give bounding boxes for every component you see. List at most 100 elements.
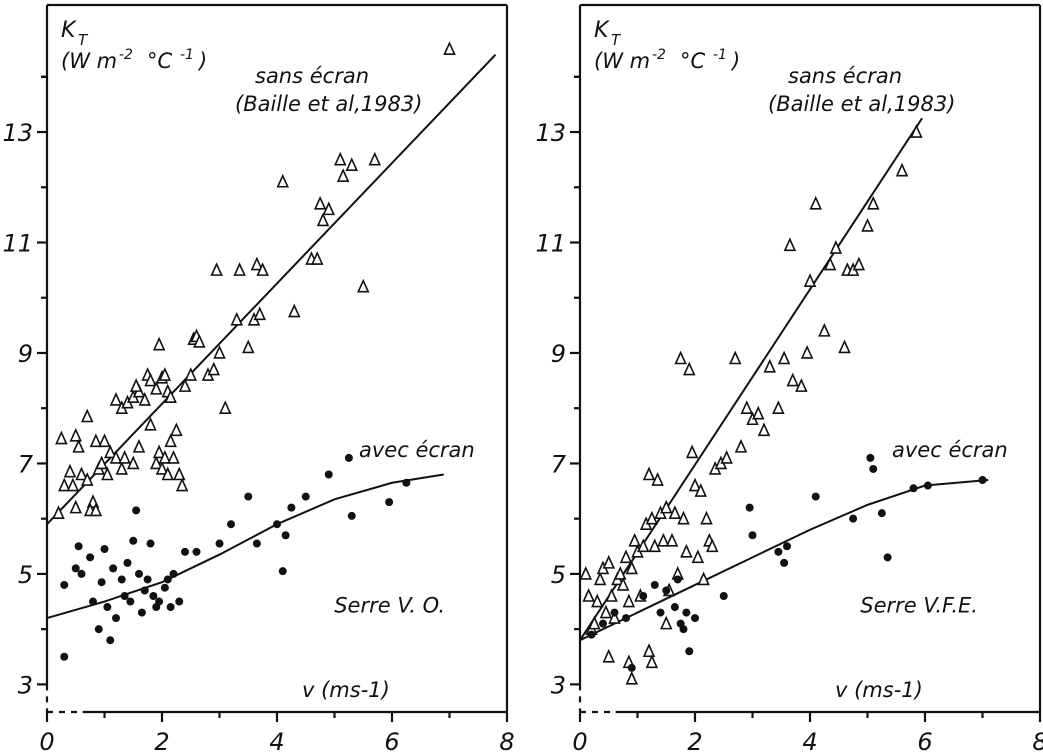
data-point-avec-ecran bbox=[650, 580, 659, 589]
data-point-avec-ecran bbox=[301, 492, 310, 501]
data-point-sans-ecran bbox=[637, 538, 650, 553]
y-tick-label: 5 bbox=[18, 561, 33, 589]
data-point-avec-ecran bbox=[869, 464, 878, 473]
data-point-sans-ecran bbox=[867, 195, 880, 210]
data-point-sans-ecran bbox=[164, 389, 177, 403]
label-reference: (Baille et al,1983) bbox=[235, 92, 422, 116]
data-point-sans-ecran bbox=[616, 577, 630, 591]
data-point-avec-ecran bbox=[849, 514, 858, 523]
y-axis-unit-exponent: -1 bbox=[180, 47, 194, 63]
data-point-sans-ecran bbox=[167, 449, 180, 464]
data-point-sans-ecran bbox=[256, 262, 269, 276]
data-point-avec-ecran bbox=[149, 592, 158, 601]
data-point-avec-ecran bbox=[146, 539, 155, 548]
data-point-sans-ecran bbox=[763, 358, 776, 373]
data-point-avec-ecran bbox=[278, 567, 287, 576]
data-point-avec-ecran bbox=[117, 575, 126, 584]
data-point-sans-ecran bbox=[164, 433, 177, 448]
data-point-sans-ecran bbox=[657, 532, 670, 547]
data-point-sans-ecran bbox=[81, 408, 94, 423]
data-point-sans-ecran bbox=[677, 510, 690, 525]
data-point-sans-ecran bbox=[207, 361, 220, 376]
data-point-avec-ecran bbox=[610, 608, 619, 617]
data-point-avec-ecran bbox=[74, 542, 83, 551]
data-point-sans-ecran bbox=[680, 543, 693, 558]
data-point-sans-ecran bbox=[818, 322, 831, 337]
data-point-avec-ecran bbox=[662, 586, 671, 595]
data-point-sans-ecran bbox=[161, 466, 174, 481]
label-greenhouse: Serre V. O. bbox=[334, 594, 445, 618]
data-point-avec-ecran bbox=[60, 652, 69, 661]
x-axis-label: v (ms-1) bbox=[302, 678, 390, 702]
label-greenhouse: Serre V.F.E. bbox=[860, 594, 978, 618]
x-tick-label: 8 bbox=[1032, 728, 1043, 753]
data-point-sans-ecran bbox=[129, 378, 143, 392]
data-point-sans-ecran bbox=[132, 438, 146, 453]
data-point-sans-ecran bbox=[706, 538, 719, 553]
data-point-sans-ecran bbox=[752, 405, 765, 420]
chart-panel-left: 0 2 4 6 8 3 5 7 9 11 13 K T(W m -2 °C -1) sans écran (Bai… bbox=[2, 3, 515, 753]
data-point-sans-ecran bbox=[69, 427, 82, 442]
data-point-sans-ecran bbox=[288, 303, 301, 318]
data-point-sans-ecran bbox=[55, 430, 68, 445]
data-point-avec-ecran bbox=[682, 608, 691, 617]
data-point-avec-ecran bbox=[324, 470, 333, 479]
data-point-sans-ecran bbox=[357, 278, 370, 293]
data-point-sans-ecran bbox=[628, 532, 641, 547]
data-point-sans-ecran bbox=[170, 422, 183, 437]
data-point-avec-ecran bbox=[877, 509, 886, 518]
data-point-sans-ecran bbox=[158, 449, 172, 464]
label-sans-ecran: sans écran bbox=[255, 64, 369, 88]
data-point-sans-ecran bbox=[313, 195, 327, 210]
data-point-sans-ecran bbox=[345, 157, 358, 171]
data-point-sans-ecran bbox=[95, 455, 108, 470]
data-point-sans-ecran bbox=[720, 449, 733, 464]
data-point-sans-ecran bbox=[619, 549, 633, 564]
data-point-sans-ecran bbox=[219, 400, 232, 415]
data-point-sans-ecran bbox=[622, 593, 636, 608]
data-point-avec-ecran bbox=[106, 636, 115, 645]
data-point-sans-ecran bbox=[740, 400, 753, 415]
data-point-sans-ecran bbox=[152, 336, 166, 351]
data-point-avec-ecran bbox=[748, 531, 757, 540]
data-point-sans-ecran bbox=[800, 345, 814, 359]
data-point-sans-ecran bbox=[316, 212, 330, 227]
data-point-sans-ecran bbox=[443, 41, 456, 55]
y-tick-label: 3 bbox=[551, 671, 566, 699]
data-point-avec-ecran bbox=[215, 539, 224, 548]
y-axis-subscript: T bbox=[611, 31, 622, 49]
data-point-sans-ecran bbox=[734, 438, 748, 453]
data-point-sans-ecran bbox=[336, 168, 350, 183]
data-point-avec-ecran bbox=[94, 625, 103, 634]
data-point-avec-ecran bbox=[622, 614, 630, 623]
label-reference: (Baille et al,1983) bbox=[768, 92, 955, 116]
data-point-avec-ecran bbox=[126, 597, 135, 606]
data-point-sans-ecran bbox=[803, 273, 817, 287]
data-point-avec-ecran bbox=[227, 520, 235, 529]
data-point-sans-ecran bbox=[63, 463, 77, 478]
data-point-sans-ecran bbox=[152, 444, 166, 459]
data-point-avec-ecran bbox=[77, 569, 86, 578]
data-point-avec-ecran bbox=[103, 603, 112, 612]
data-point-sans-ecran bbox=[795, 378, 808, 392]
data-point-sans-ecran bbox=[591, 593, 604, 608]
data-point-sans-ecran bbox=[685, 444, 699, 459]
x-tick-label: 6 bbox=[917, 728, 932, 753]
data-point-avec-ecran bbox=[745, 503, 754, 512]
data-point-avec-ecran bbox=[140, 586, 149, 595]
y-tick-label: 9 bbox=[18, 340, 33, 368]
data-point-sans-ecran bbox=[118, 449, 131, 464]
data-point-avec-ecran bbox=[281, 531, 290, 540]
data-point-sans-ecran bbox=[322, 201, 335, 216]
data-point-sans-ecran bbox=[625, 560, 638, 575]
data-point-avec-ecran bbox=[60, 580, 69, 589]
y-axis-symbol: K bbox=[594, 18, 610, 43]
data-point-avec-ecran bbox=[347, 511, 356, 520]
data-point-sans-ecran bbox=[674, 350, 687, 365]
data-point-avec-ecran bbox=[780, 558, 789, 567]
x-tick-label: 0 bbox=[39, 728, 54, 753]
data-point-sans-ecran bbox=[213, 345, 226, 359]
data-point-sans-ecran bbox=[253, 306, 266, 321]
data-point-avec-ecran bbox=[100, 545, 109, 554]
data-point-sans-ecran bbox=[642, 643, 656, 658]
